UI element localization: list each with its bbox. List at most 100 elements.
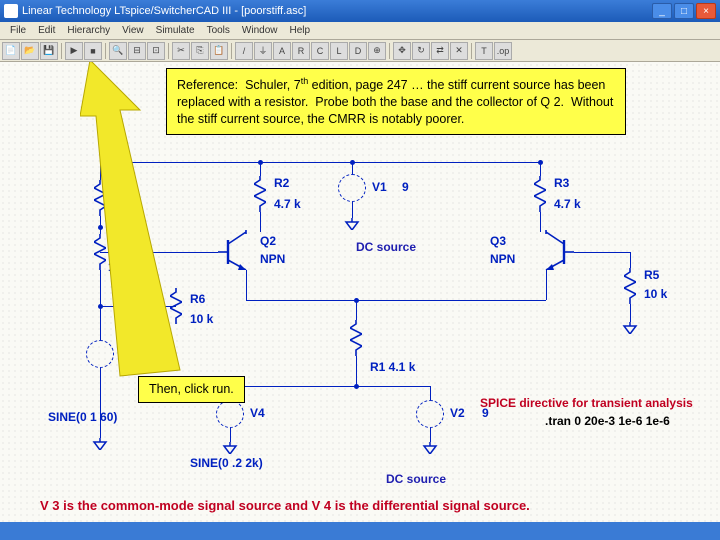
wire — [430, 386, 431, 400]
tb-diode-icon[interactable]: D — [349, 42, 367, 60]
titlebar: Linear Technology LTspice/SwitcherCAD II… — [0, 0, 720, 22]
ground-icon — [92, 438, 108, 450]
transistor-q3[interactable] — [540, 230, 574, 270]
tb-open-icon[interactable]: 📂 — [21, 42, 39, 60]
app-icon — [4, 4, 18, 18]
wire — [356, 300, 546, 301]
menu-window[interactable]: Window — [236, 25, 284, 36]
note-run-text: Then, click run. — [149, 382, 234, 396]
tb-gnd-icon[interactable]: ⏚ — [254, 42, 272, 60]
wire — [546, 270, 547, 300]
schematic-canvas[interactable]: R8 10 k R7 10 k V3 SINE(0 1 60) R2 4.7 k… — [0, 62, 720, 522]
tb-spice-icon[interactable]: .op — [494, 42, 512, 60]
node — [354, 384, 359, 389]
wire — [246, 270, 247, 300]
label-r5: R5 — [644, 268, 659, 282]
ground-icon — [344, 218, 360, 230]
label-dc1: DC source — [356, 240, 416, 254]
label-r3: R3 — [554, 176, 569, 190]
wire — [540, 162, 541, 176]
tb-mirror-icon[interactable]: ⇄ — [431, 42, 449, 60]
menu-hierarchy[interactable]: Hierarchy — [61, 25, 116, 36]
tb-zoom-out-icon[interactable]: ⊟ — [128, 42, 146, 60]
tb-stop-icon[interactable]: ■ — [84, 42, 102, 60]
tb-run-icon[interactable]: ▶ — [65, 42, 83, 60]
wire — [352, 162, 353, 174]
tb-zoom-fit-icon[interactable]: ⊡ — [147, 42, 165, 60]
resistor-r2[interactable] — [254, 176, 266, 212]
close-button[interactable]: × — [696, 3, 716, 19]
wire — [260, 212, 261, 232]
tb-comp-icon[interactable]: ⊕ — [368, 42, 386, 60]
label-caption: V 3 is the common-mode signal source and… — [40, 498, 530, 513]
tb-new-icon[interactable]: 📄 — [2, 42, 20, 60]
tb-zoom-in-icon[interactable]: 🔍 — [109, 42, 127, 60]
source-v4[interactable] — [216, 400, 244, 428]
wire — [630, 252, 631, 268]
tb-wire-icon[interactable]: / — [235, 42, 253, 60]
resistor-r5[interactable] — [624, 268, 636, 304]
transistor-q2[interactable] — [218, 230, 252, 270]
label-spice-directive: SPICE directive for transient analysis — [480, 396, 693, 410]
ground-icon — [622, 322, 638, 334]
wire — [230, 428, 231, 442]
source-v1[interactable] — [338, 174, 366, 202]
label-r5-val: 10 k — [644, 287, 667, 301]
tb-label-icon[interactable]: A — [273, 42, 291, 60]
tb-move-icon[interactable]: ✥ — [393, 42, 411, 60]
wire — [430, 428, 431, 442]
wire — [356, 356, 357, 386]
tb-save-icon[interactable]: 💾 — [40, 42, 58, 60]
label-v1: V1 — [372, 180, 387, 194]
toolbar: 📄 📂 💾 ▶ ■ 🔍 ⊟ ⊡ ✂ ⎘ 📋 / ⏚ A R C L D ⊕ ✥ … — [0, 40, 720, 62]
maximize-button[interactable]: □ — [674, 3, 694, 19]
resistor-r1[interactable] — [350, 320, 362, 356]
window-buttons: _ □ × — [652, 3, 716, 19]
tb-cut-icon[interactable]: ✂ — [172, 42, 190, 60]
tb-res-icon[interactable]: R — [292, 42, 310, 60]
ground-icon — [222, 442, 238, 454]
label-q3-type: NPN — [490, 252, 515, 266]
tb-copy-icon[interactable]: ⎘ — [191, 42, 209, 60]
menu-view[interactable]: View — [116, 25, 150, 36]
tb-paste-icon[interactable]: 📋 — [210, 42, 228, 60]
label-q3: Q3 — [490, 234, 506, 248]
label-v1-val: 9 — [402, 180, 409, 194]
menubar: File Edit Hierarchy View Simulate Tools … — [0, 22, 720, 40]
tb-text-icon[interactable]: T — [475, 42, 493, 60]
wire — [352, 202, 353, 218]
wire — [260, 162, 261, 176]
resistor-r3[interactable] — [534, 176, 546, 212]
ground-icon — [422, 442, 438, 454]
menu-simulate[interactable]: Simulate — [150, 25, 201, 36]
label-q2: Q2 — [260, 234, 276, 248]
tb-ind-icon[interactable]: L — [330, 42, 348, 60]
wire — [630, 304, 631, 322]
label-q2-type: NPN — [260, 252, 285, 266]
menu-help[interactable]: Help — [284, 25, 317, 36]
source-v2[interactable] — [416, 400, 444, 428]
tb-rotate-icon[interactable]: ↻ — [412, 42, 430, 60]
window-title: Linear Technology LTspice/SwitcherCAD II… — [22, 5, 652, 17]
label-dc2: DC source — [386, 472, 446, 486]
wire — [540, 212, 541, 232]
label-tran: .tran 0 20e-3 1e-6 1e-6 — [545, 414, 670, 428]
label-r1: R1 4.1 k — [370, 360, 415, 374]
menu-file[interactable]: File — [4, 25, 32, 36]
menu-edit[interactable]: Edit — [32, 25, 61, 36]
menu-tools[interactable]: Tools — [201, 25, 236, 36]
tb-delete-icon[interactable]: ✕ — [450, 42, 468, 60]
minimize-button[interactable]: _ — [652, 3, 672, 19]
label-r3-val: 4.7 k — [554, 197, 581, 211]
wire — [356, 300, 357, 320]
tb-cap-icon[interactable]: C — [311, 42, 329, 60]
note-main-text: Reference: Schuler, 7th edition, page 24… — [177, 78, 613, 126]
label-r2-val: 4.7 k — [274, 197, 301, 211]
label-sine1: SINE(0 1 60) — [48, 410, 117, 424]
label-v2: V2 — [450, 406, 465, 420]
wire — [574, 252, 630, 253]
label-v4: V4 — [250, 406, 265, 420]
note-main: Reference: Schuler, 7th edition, page 24… — [166, 68, 626, 135]
note-run: Then, click run. — [138, 376, 245, 403]
label-sine2: SINE(0 .2 2k) — [190, 456, 263, 470]
